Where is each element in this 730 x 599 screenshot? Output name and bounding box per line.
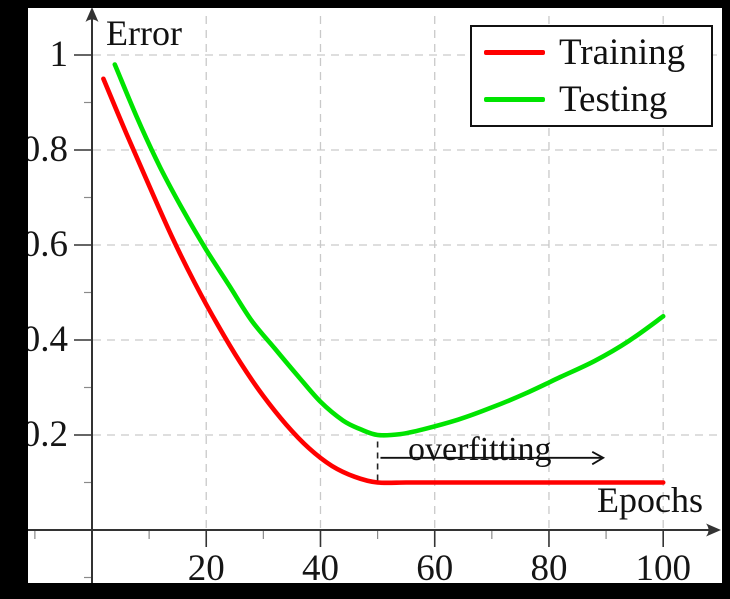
legend-item-label: Testing	[559, 78, 668, 120]
coordinate-frame: Error Epochs overfitting Training Testing…	[28, 8, 722, 583]
y-tick-label: 0.4	[28, 319, 68, 360]
y-axis-arrowhead	[85, 8, 99, 22]
x-axis-title: Epochs	[597, 480, 703, 520]
x-tick-label: 40	[301, 548, 339, 583]
y-tick-label: 1	[49, 34, 69, 75]
chart-canvas	[28, 8, 721, 583]
legend-box: Training Testing	[470, 25, 713, 127]
overfitting-annotation-label: overfitting	[408, 431, 552, 468]
y-tick-label: 0.8	[28, 129, 68, 170]
x-tick-label: 100	[635, 548, 691, 583]
legend-item-label: Training	[559, 32, 686, 74]
x-tick-label: 80	[530, 548, 568, 583]
series-line-training	[101, 76, 666, 486]
y-axis-title: Error	[106, 13, 182, 53]
y-tick-label: 0.2	[28, 414, 68, 455]
y-tick-label: 0.6	[28, 224, 68, 265]
legend-item: Training	[472, 32, 711, 74]
legend-item: Testing	[472, 78, 711, 120]
plot-surface: Error Epochs overfitting Training Testing…	[28, 8, 722, 583]
series-line-testing	[112, 62, 666, 438]
overfitting-arrowhead	[591, 451, 606, 466]
x-tick-label: 60	[416, 548, 454, 583]
legend-swatch-testing	[484, 96, 545, 102]
x-tick-label: 20	[187, 548, 225, 583]
x-axis-arrowhead	[706, 523, 721, 537]
legend-swatch-training	[484, 50, 545, 56]
